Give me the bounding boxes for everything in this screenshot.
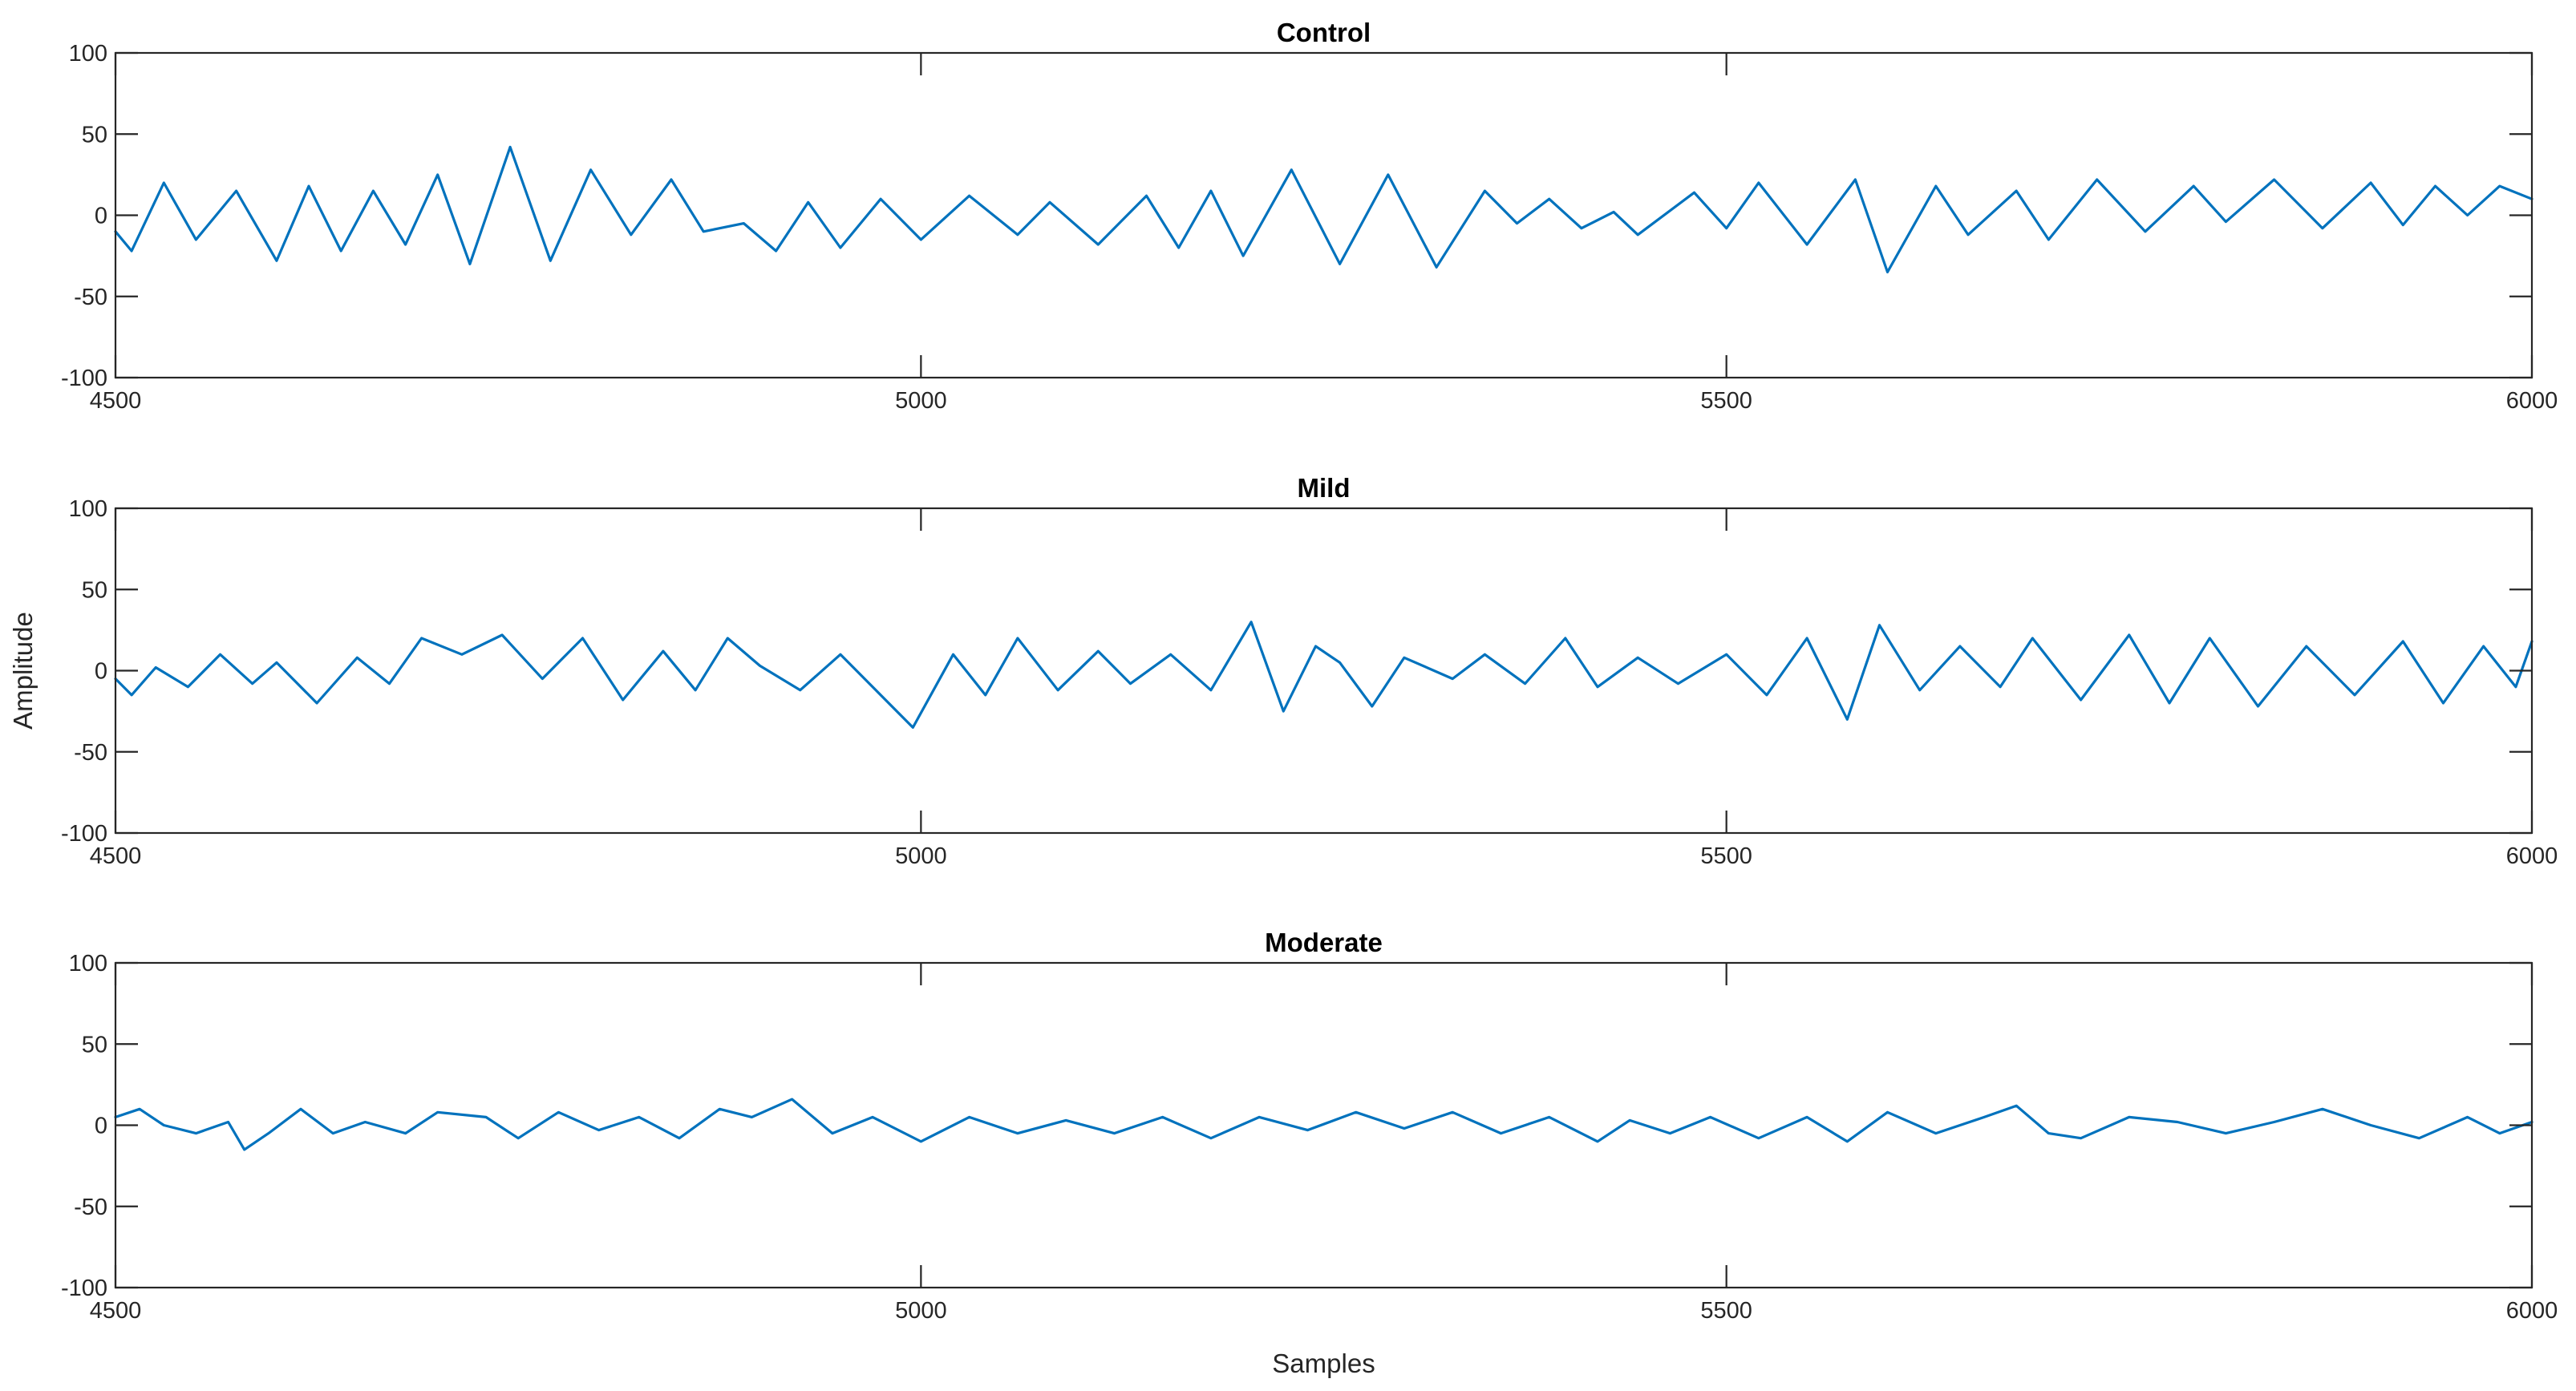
y-tick-label: 0 xyxy=(95,204,107,229)
x-tick-label: 6000 xyxy=(2506,843,2558,869)
x-axis-label: Samples xyxy=(1272,1349,1375,1378)
x-tick-label: 6000 xyxy=(2506,1298,2558,1324)
y-tick-label: -50 xyxy=(74,1195,107,1220)
y-tick-label: 50 xyxy=(82,577,107,603)
panel-title: Mild xyxy=(1298,473,1351,503)
y-axis-label: Amplitude xyxy=(8,612,38,730)
y-tick-label: -50 xyxy=(74,740,107,766)
y-tick-label: -100 xyxy=(61,1276,107,1301)
y-tick-label: 100 xyxy=(69,951,107,977)
x-tick-label: 5000 xyxy=(895,388,947,414)
y-tick-label: 50 xyxy=(82,122,107,148)
y-tick-label: 0 xyxy=(95,659,107,685)
subplot-control: Control 4500 5000 5500 6000 100 50 0 -50 -100 xyxy=(61,18,2558,414)
x-tick-label: 6000 xyxy=(2506,388,2558,414)
x-tick-label: 4500 xyxy=(90,388,142,414)
x-tick-label: 4500 xyxy=(90,1298,142,1324)
series-line xyxy=(114,621,2533,730)
series-line xyxy=(114,1098,2533,1151)
y-tick-label: 100 xyxy=(69,41,107,67)
axes-box xyxy=(114,507,2533,835)
x-tick-label: 5000 xyxy=(895,843,947,869)
x-tick-label: 4500 xyxy=(90,843,142,869)
panel-title: Moderate xyxy=(1265,928,1383,957)
subplot-moderate: Moderate 4500 5000 5500 6000 100 50 0 -50 -100 xyxy=(61,928,2558,1324)
x-tick-label: 5500 xyxy=(1700,388,1752,414)
y-tick-label: -100 xyxy=(61,821,107,847)
subplot-mild: Mild 4500 5000 5500 6000 100 50 0 -50 -100 xyxy=(61,473,2558,869)
y-tick-label: 100 xyxy=(69,496,107,522)
x-tick-label: 5500 xyxy=(1700,843,1752,869)
y-tick-label: 0 xyxy=(95,1114,107,1139)
y-tick-label: -50 xyxy=(74,285,107,310)
panel-title: Control xyxy=(1277,18,1371,47)
y-tick-label: 50 xyxy=(82,1032,107,1057)
series-line xyxy=(114,145,2533,273)
axes-box xyxy=(114,51,2533,379)
x-tick-label: 5000 xyxy=(895,1298,947,1324)
y-tick-label: -100 xyxy=(61,366,107,391)
x-tick-label: 5500 xyxy=(1700,1298,1752,1324)
